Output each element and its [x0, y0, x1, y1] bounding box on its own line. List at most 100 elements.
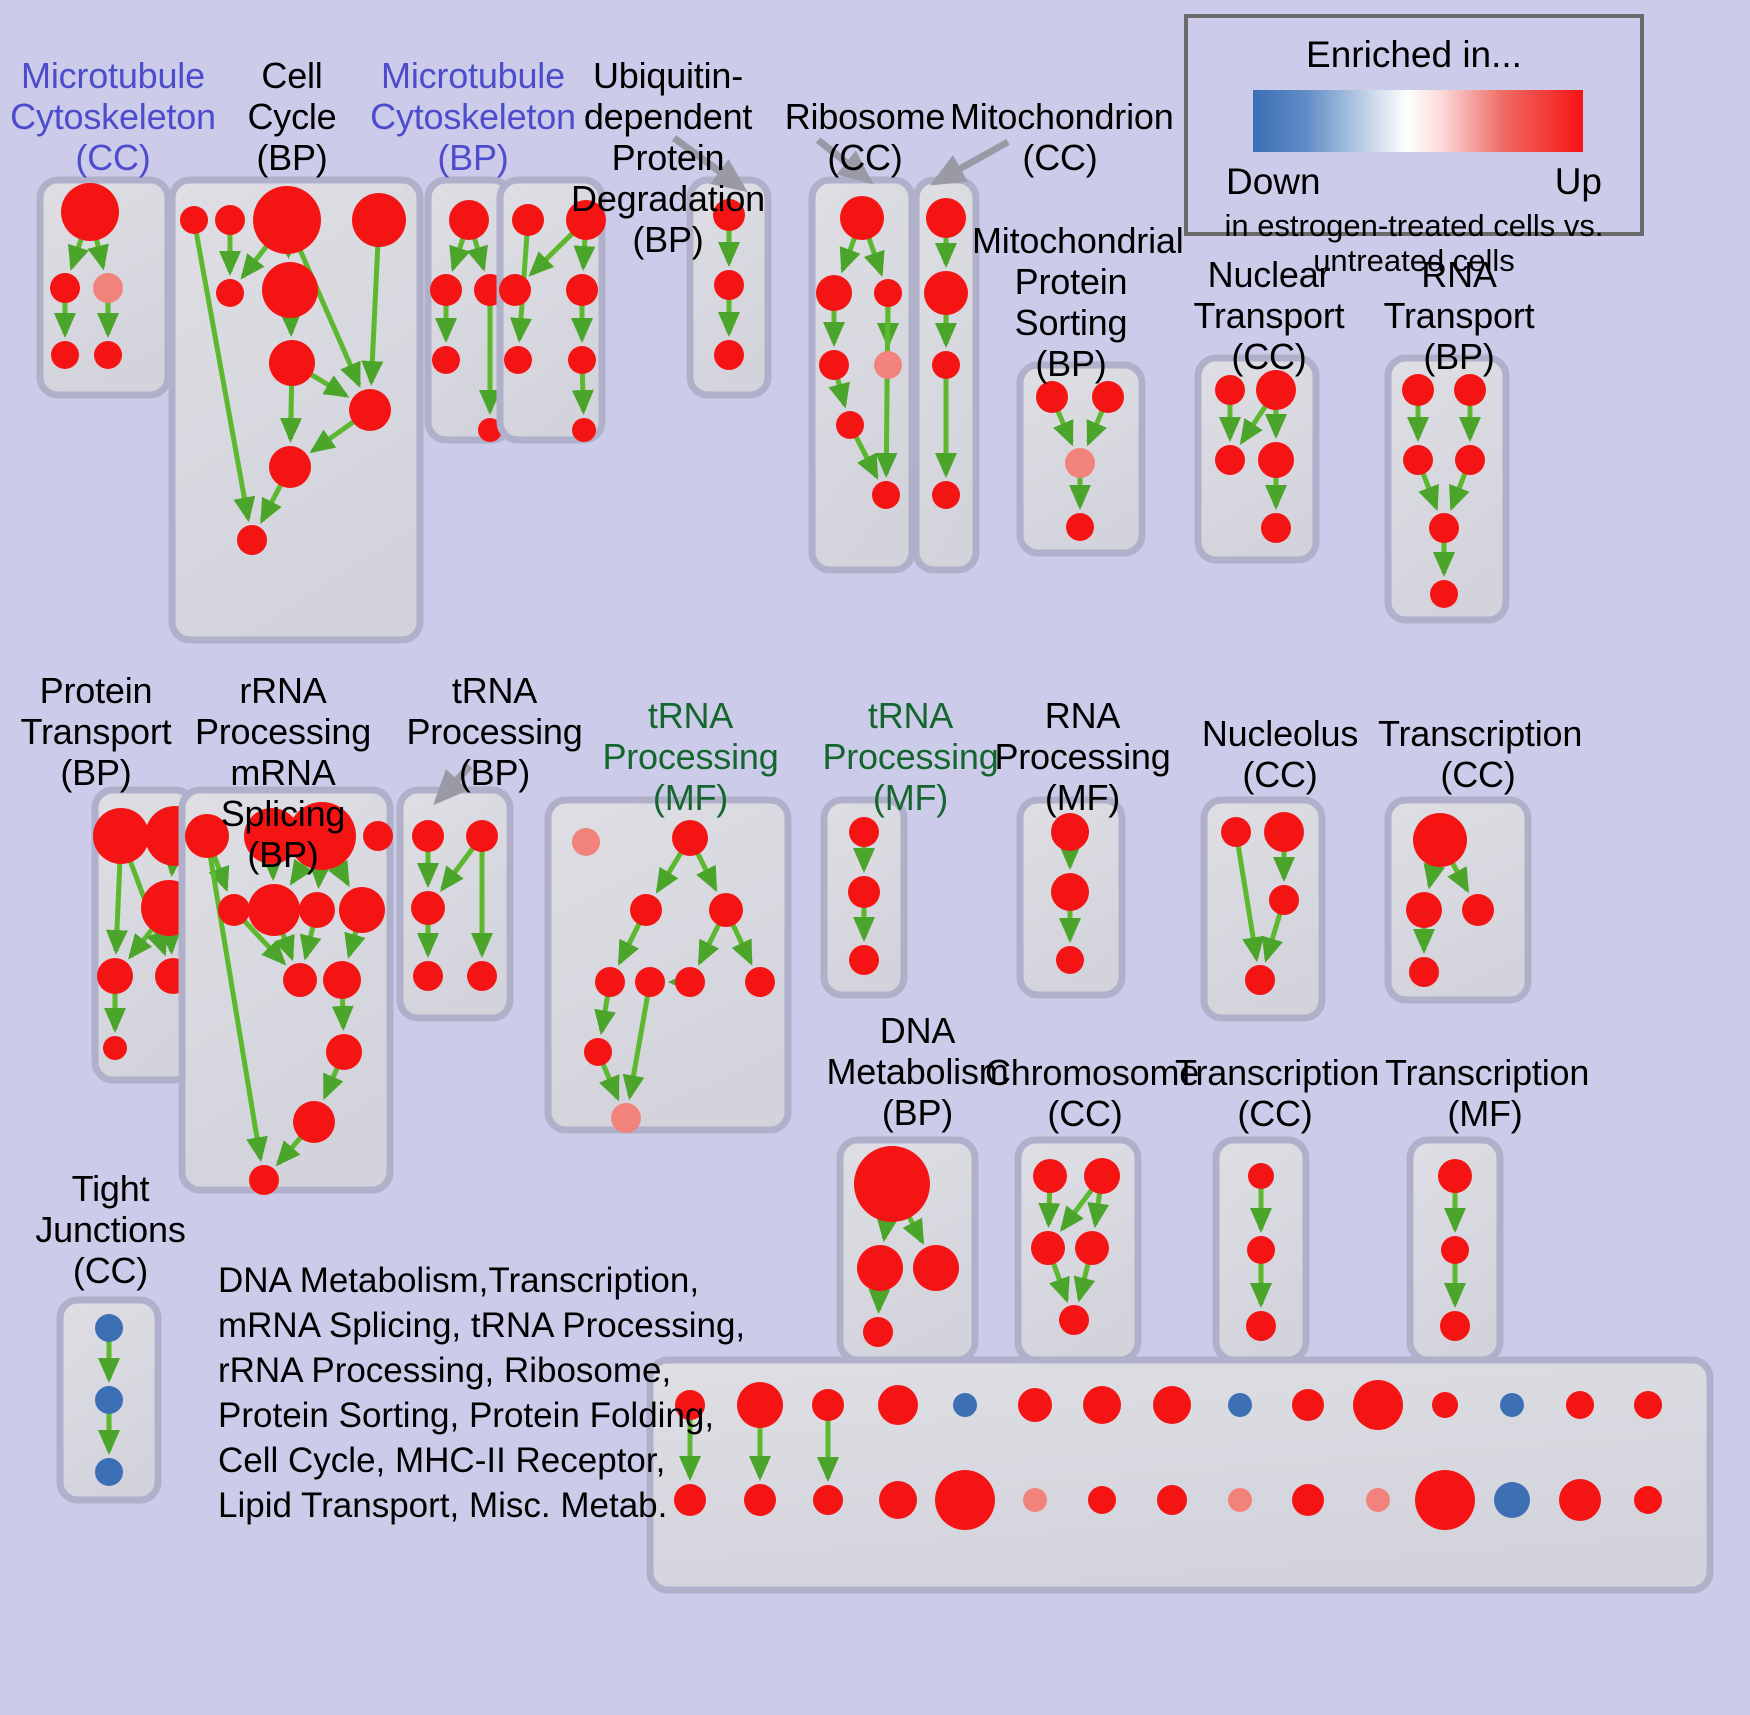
graph-node[interactable] — [611, 1103, 641, 1133]
graph-node[interactable] — [237, 525, 267, 555]
graph-node[interactable] — [299, 892, 335, 928]
graph-node[interactable] — [714, 340, 744, 370]
graph-node[interactable] — [874, 279, 902, 307]
graph-node[interactable] — [352, 193, 406, 247]
graph-node[interactable] — [95, 1314, 123, 1342]
graph-node[interactable] — [1084, 1158, 1120, 1194]
graph-node[interactable] — [478, 418, 502, 442]
graph-node[interactable] — [924, 271, 968, 315]
graph-node[interactable] — [103, 1036, 127, 1060]
graph-node[interactable] — [836, 411, 864, 439]
graph-node[interactable] — [572, 418, 596, 442]
graph-node[interactable] — [93, 808, 149, 864]
graph-node[interactable] — [1246, 1311, 1276, 1341]
graph-node[interactable] — [1221, 817, 1251, 847]
graph-node[interactable] — [1292, 1484, 1324, 1516]
graph-node[interactable] — [1023, 1488, 1047, 1512]
graph-node[interactable] — [713, 199, 745, 231]
graph-node[interactable] — [95, 1386, 123, 1414]
graph-node[interactable] — [50, 273, 80, 303]
graph-node[interactable] — [269, 340, 315, 386]
graph-node[interactable] — [1455, 445, 1485, 475]
graph-node[interactable] — [709, 893, 743, 927]
graph-node[interactable] — [1559, 1479, 1601, 1521]
graph-node[interactable] — [253, 186, 321, 254]
graph-node[interactable] — [244, 808, 300, 864]
graph-node[interactable] — [672, 820, 708, 856]
graph-node[interactable] — [1440, 1311, 1470, 1341]
graph-node[interactable] — [249, 1165, 279, 1195]
graph-node[interactable] — [293, 1101, 335, 1143]
graph-node[interactable] — [1059, 1305, 1089, 1335]
graph-node[interactable] — [1454, 374, 1486, 406]
graph-node[interactable] — [744, 1484, 776, 1516]
graph-node[interactable] — [674, 1484, 706, 1516]
graph-node[interactable] — [1441, 1236, 1469, 1264]
graph-node[interactable] — [216, 279, 244, 307]
graph-node[interactable] — [262, 262, 318, 318]
graph-node[interactable] — [1409, 957, 1439, 987]
graph-node[interactable] — [97, 958, 133, 994]
graph-node[interactable] — [935, 1470, 995, 1530]
graph-node[interactable] — [848, 876, 880, 908]
graph-node[interactable] — [432, 346, 460, 374]
graph-node[interactable] — [913, 1245, 959, 1291]
graph-node[interactable] — [1083, 1386, 1121, 1424]
graph-node[interactable] — [572, 828, 600, 856]
graph-node[interactable] — [61, 183, 119, 241]
graph-node[interactable] — [819, 350, 849, 380]
graph-node[interactable] — [1157, 1485, 1187, 1515]
graph-node[interactable] — [1248, 1163, 1274, 1189]
graph-node[interactable] — [849, 817, 879, 847]
graph-node[interactable] — [926, 198, 966, 238]
graph-node[interactable] — [1228, 1488, 1252, 1512]
graph-node[interactable] — [339, 887, 385, 933]
graph-node[interactable] — [1245, 965, 1275, 995]
graph-node[interactable] — [504, 346, 532, 374]
graph-node[interactable] — [467, 961, 497, 991]
graph-node[interactable] — [953, 1393, 977, 1417]
graph-node[interactable] — [1292, 1389, 1324, 1421]
graph-node[interactable] — [1402, 374, 1434, 406]
graph-node[interactable] — [1353, 1380, 1403, 1430]
graph-node[interactable] — [1634, 1391, 1662, 1419]
graph-node[interactable] — [630, 894, 662, 926]
graph-node[interactable] — [288, 802, 356, 870]
graph-node[interactable] — [595, 967, 625, 997]
graph-node[interactable] — [466, 820, 498, 852]
graph-node[interactable] — [1462, 894, 1494, 926]
graph-node[interactable] — [745, 967, 775, 997]
graph-node[interactable] — [854, 1146, 930, 1222]
graph-node[interactable] — [1438, 1159, 1472, 1193]
graph-node[interactable] — [1215, 445, 1245, 475]
graph-node[interactable] — [94, 341, 122, 369]
graph-node[interactable] — [568, 346, 596, 374]
graph-node[interactable] — [874, 351, 902, 379]
graph-node[interactable] — [1075, 1231, 1109, 1265]
graph-node[interactable] — [1432, 1392, 1458, 1418]
graph-node[interactable] — [857, 1245, 903, 1291]
graph-node[interactable] — [675, 1390, 705, 1420]
graph-node[interactable] — [1066, 513, 1094, 541]
graph-node[interactable] — [1036, 381, 1068, 413]
graph-node[interactable] — [363, 821, 393, 851]
graph-node[interactable] — [412, 820, 444, 852]
graph-node[interactable] — [1413, 813, 1467, 867]
graph-node[interactable] — [185, 814, 229, 858]
graph-node[interactable] — [737, 1382, 783, 1428]
graph-node[interactable] — [449, 200, 489, 240]
graph-node[interactable] — [566, 200, 606, 240]
graph-node[interactable] — [635, 967, 665, 997]
graph-node[interactable] — [1247, 1236, 1275, 1264]
graph-node[interactable] — [584, 1038, 612, 1066]
graph-node[interactable] — [1031, 1231, 1065, 1265]
graph-node[interactable] — [413, 961, 443, 991]
graph-node[interactable] — [411, 891, 445, 925]
graph-node[interactable] — [1153, 1386, 1191, 1424]
graph-node[interactable] — [1215, 375, 1245, 405]
graph-node[interactable] — [326, 1034, 362, 1070]
graph-node[interactable] — [879, 1481, 917, 1519]
graph-node[interactable] — [215, 205, 245, 235]
graph-node[interactable] — [1228, 1393, 1252, 1417]
graph-node[interactable] — [1403, 445, 1433, 475]
